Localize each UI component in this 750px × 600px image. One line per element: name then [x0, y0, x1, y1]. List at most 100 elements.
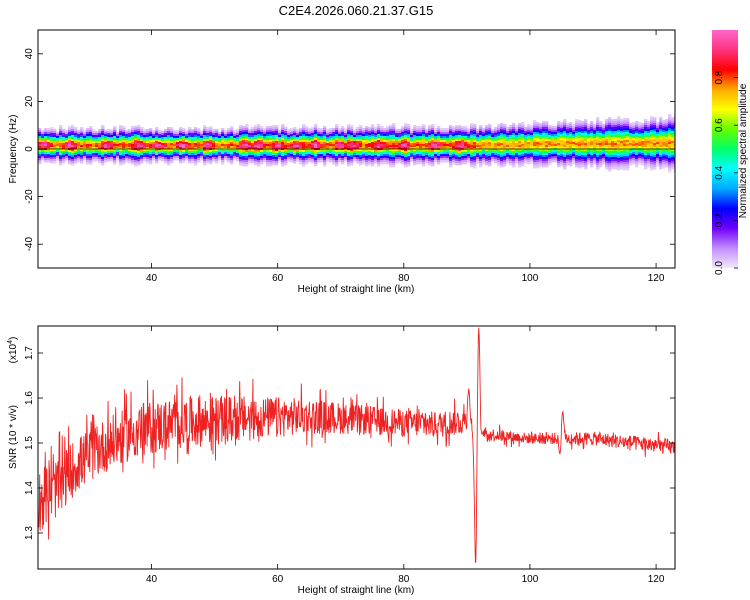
heatmap-cell: [197, 138, 201, 141]
heatmap-cell: [191, 147, 195, 150]
heatmap-cell: [110, 157, 114, 160]
heatmap-cell: [620, 151, 624, 154]
heatmap-cell: [596, 151, 600, 154]
heatmap-cell: [203, 157, 207, 160]
heatmap-cell: [41, 146, 45, 149]
heatmap-cell: [314, 130, 318, 133]
heatmap-cell: [617, 152, 621, 155]
heatmap-cell: [572, 144, 576, 147]
heatmap-cell: [662, 138, 666, 141]
heatmap-cell: [320, 132, 324, 135]
heatmap-cell: [458, 159, 462, 162]
heatmap-cell: [293, 131, 297, 134]
heatmap-cell: [638, 158, 642, 161]
heatmap-cell: [110, 151, 114, 154]
heatmap-cell: [629, 147, 633, 150]
heatmap-cell: [287, 155, 291, 158]
heatmap-cell: [62, 155, 66, 158]
heatmap-cell: [338, 138, 342, 141]
heatmap-cell: [125, 156, 129, 159]
heatmap-cell: [284, 163, 288, 166]
heatmap-cell: [266, 162, 270, 165]
heatmap-cell: [296, 147, 300, 150]
heatmap-cell: [161, 157, 165, 160]
heatmap-cell: [425, 151, 429, 154]
heatmap-cell: [662, 122, 666, 125]
heatmap-cell: [641, 127, 645, 130]
heatmap-cell: [311, 161, 315, 164]
heatmap-cell: [623, 160, 627, 163]
heatmap-cell: [509, 135, 513, 138]
heatmap-cell: [86, 154, 90, 157]
heatmap-cell: [134, 146, 138, 149]
heatmap-cell: [83, 142, 87, 145]
heatmap-cell: [320, 142, 324, 145]
heatmap-cell: [284, 155, 288, 158]
heatmap-cell: [500, 161, 504, 164]
heatmap-cell: [50, 143, 54, 146]
heatmap-cell: [239, 137, 243, 140]
heatmap-cell: [38, 128, 42, 131]
heatmap-cell: [497, 164, 501, 167]
heatmap-cell: [419, 128, 423, 131]
heatmap-cell: [512, 153, 516, 156]
heatmap-cell: [83, 152, 87, 155]
heatmap-cell: [260, 142, 264, 145]
heatmap-cell: [113, 134, 117, 137]
heatmap-cell: [152, 130, 156, 133]
heatmap-cell: [149, 160, 153, 163]
heatmap-cell: [599, 139, 603, 142]
heatmap-cell: [116, 158, 120, 161]
heatmap-cell: [116, 140, 120, 143]
heatmap-cell: [446, 130, 450, 133]
heatmap-cell: [557, 165, 561, 168]
heatmap-cell: [611, 161, 615, 164]
heatmap-cell: [479, 151, 483, 154]
heatmap-cell: [113, 142, 117, 145]
heatmap-cell: [359, 153, 363, 156]
heatmap-cell: [473, 142, 477, 145]
heatmap-cell: [593, 154, 597, 157]
heatmap-cell: [233, 156, 237, 159]
heatmap-cell: [533, 166, 537, 169]
heatmap-cell: [461, 158, 465, 161]
heatmap-cell: [275, 159, 279, 162]
heatmap-cell: [92, 141, 96, 144]
colorbar-tick-label: 0.2: [714, 213, 725, 227]
heatmap-cell: [416, 146, 420, 149]
heatmap-cell: [635, 157, 639, 160]
heatmap-cell: [38, 142, 42, 145]
heatmap-cell: [194, 135, 198, 138]
heatmap-cell: [92, 131, 96, 134]
heatmap-cell: [422, 136, 426, 139]
heatmap-cell: [368, 133, 372, 136]
heatmap-cell: [251, 161, 255, 164]
heatmap-cell: [305, 156, 309, 159]
heatmap-cell: [485, 141, 489, 144]
heatmap-cell: [104, 140, 108, 143]
heatmap-cell: [491, 139, 495, 142]
heatmap-cell: [470, 131, 474, 134]
heatmap-cell: [548, 135, 552, 138]
heatmap-cell: [194, 145, 198, 148]
heatmap-cell: [392, 153, 396, 156]
heatmap-cell: [284, 161, 288, 164]
heatmap-cell: [335, 140, 339, 143]
heatmap-cell: [599, 135, 603, 138]
heatmap-cell: [650, 120, 654, 123]
heatmap-cell: [557, 139, 561, 142]
heatmap-cell: [626, 128, 630, 131]
heatmap-cell: [614, 139, 618, 142]
heatmap-cell: [344, 147, 348, 150]
heatmap-cell: [140, 153, 144, 156]
heatmap-cell: [626, 126, 630, 129]
heatmap-cell: [554, 156, 558, 159]
heatmap-cell: [578, 156, 582, 159]
heatmap-cell: [452, 162, 456, 165]
heatmap-cell: [182, 146, 186, 149]
heatmap-cell: [176, 150, 180, 153]
heatmap-cell: [257, 146, 261, 149]
heatmap-cell: [443, 150, 447, 153]
heatmap-cell: [278, 159, 282, 162]
heatmap-cell: [371, 152, 375, 155]
